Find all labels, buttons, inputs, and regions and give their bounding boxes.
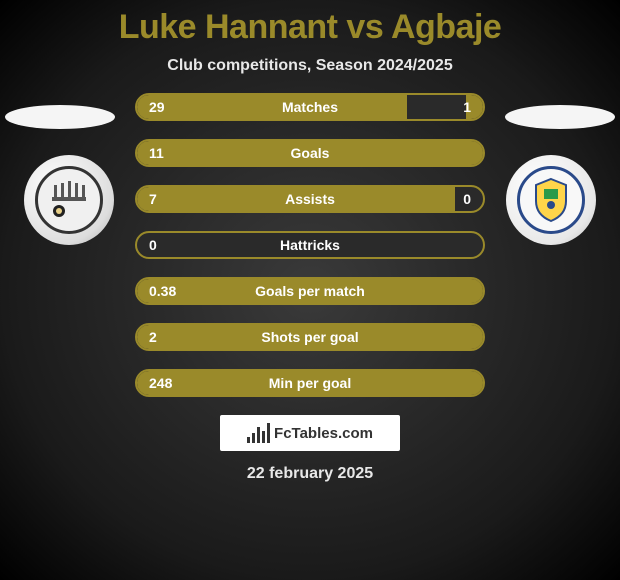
stat-label: Hattricks (280, 237, 340, 253)
stat-label: Goals (291, 145, 330, 161)
crest-right-svg (526, 175, 576, 225)
page-title: Luke Hannant vs Agbaje (0, 8, 620, 47)
stat-value-left: 248 (149, 375, 172, 391)
pedestal-left (5, 105, 115, 129)
stat-label: Assists (285, 191, 335, 207)
club-crest-right (506, 155, 596, 245)
crest-left-inner (35, 166, 103, 234)
stat-row: 29 1 Matches (135, 93, 485, 121)
header: Luke Hannant vs Agbaje Club competitions… (0, 0, 620, 75)
brand-text: FcTables.com (274, 425, 373, 442)
stat-row: 7 0 Assists (135, 185, 485, 213)
stat-value-left: 29 (149, 99, 165, 115)
stat-value-right: 1 (463, 99, 471, 115)
stat-label: Shots per goal (261, 329, 358, 345)
stat-value-left: 2 (149, 329, 157, 345)
stat-label: Goals per match (255, 283, 365, 299)
comparison-stage: 29 1 Matches 11 Goals 7 0 Assists 0 Hattricks 0.38… (0, 93, 620, 397)
stat-value-left: 11 (149, 145, 164, 161)
stats-list: 29 1 Matches 11 Goals 7 0 Assists 0 Hattricks 0.38… (135, 93, 485, 397)
brand-logo: FcTables.com (220, 415, 400, 451)
stat-value-right: 0 (463, 191, 471, 207)
page-subtitle: Club competitions, Season 2024/2025 (0, 57, 620, 75)
stat-bar-left (137, 95, 407, 119)
stat-value-left: 0.38 (149, 283, 176, 299)
stat-row: 0.38 Goals per match (135, 277, 485, 305)
stat-row: 11 Goals (135, 139, 485, 167)
stat-label: Min per goal (269, 375, 351, 391)
stat-value-left: 0 (149, 237, 157, 253)
stat-label: Matches (282, 99, 338, 115)
crest-left-svg (44, 175, 94, 225)
footer-date: 22 february 2025 (0, 465, 620, 483)
stat-row: 0 Hattricks (135, 231, 485, 259)
brand-bars-icon (247, 423, 270, 443)
stat-row: 248 Min per goal (135, 369, 485, 397)
stat-value-left: 7 (149, 191, 157, 207)
stat-row: 2 Shots per goal (135, 323, 485, 351)
pedestal-right (505, 105, 615, 129)
club-crest-left (24, 155, 114, 245)
crest-right-inner (517, 166, 585, 234)
